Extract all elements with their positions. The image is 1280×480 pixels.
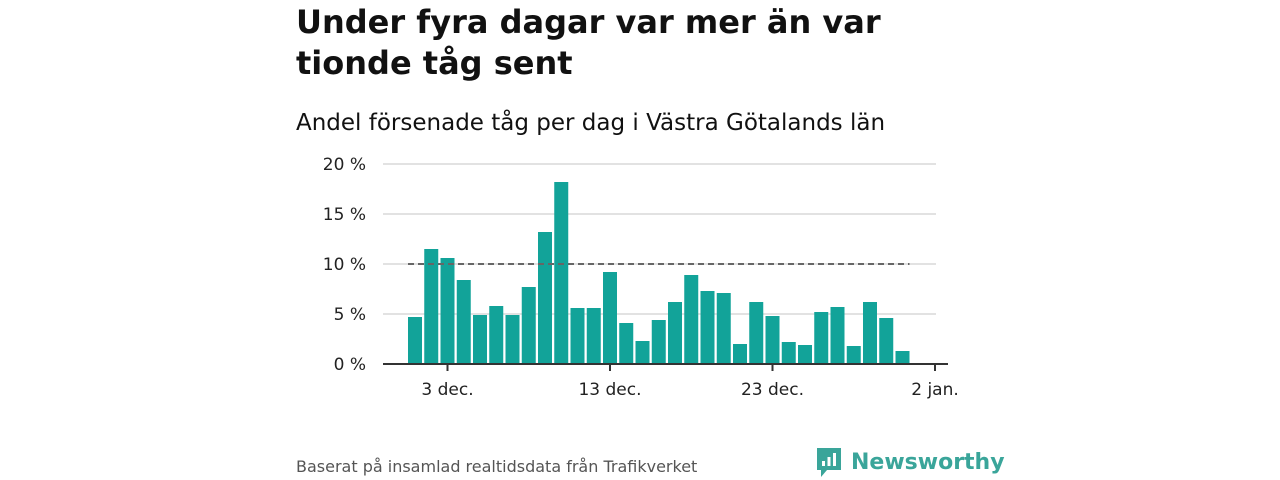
bar: [408, 317, 422, 364]
x-tick-label: 13 dec.: [578, 380, 641, 400]
bar: [814, 312, 829, 364]
bar: [424, 249, 439, 364]
y-tick-label: 15 %: [323, 205, 366, 225]
chart-title: Under fyra dagar var mer än var tionde t…: [296, 3, 881, 82]
bar: [830, 307, 845, 364]
bar: [570, 308, 585, 364]
bar: [554, 182, 569, 364]
y-tick-label: 0 %: [334, 355, 366, 375]
bar: [635, 341, 650, 364]
bar: [879, 318, 894, 364]
bar: [538, 232, 552, 364]
bar: [603, 272, 617, 364]
newsworthy-logo-icon: [817, 448, 841, 477]
x-tick-label: 3 dec.: [421, 380, 473, 400]
bar: [798, 345, 812, 364]
bar: [668, 302, 682, 364]
y-tick-labels: 0 % 5 % 10 % 15 % 20 %: [323, 155, 366, 375]
bar: [846, 346, 861, 364]
bar: [651, 320, 666, 364]
bar: [863, 302, 877, 364]
y-tick-label: 10 %: [323, 255, 366, 275]
x-tick-label: 23 dec.: [741, 380, 804, 400]
y-tick-label: 20 %: [323, 155, 366, 175]
bar: [716, 293, 731, 364]
bar: [765, 316, 780, 364]
source-note: Baserat på insamlad realtidsdata från Tr…: [296, 457, 698, 476]
bar: [586, 308, 601, 364]
chart-subtitle: Andel försenade tåg per dag i Västra Göt…: [296, 110, 886, 136]
bar-chart: 0 % 5 % 10 % 15 % 20 % 3 dec. 13 dec. 23 dec. 2…: [323, 155, 959, 400]
x-axis: [383, 363, 948, 371]
bar: [473, 315, 487, 364]
x-tick-labels: 3 dec. 13 dec. 23 dec. 2 jan.: [421, 380, 958, 400]
brand-name: Newsworthy: [851, 449, 1005, 475]
bar: [505, 315, 520, 364]
x-tick-label: 2 jan.: [911, 380, 959, 400]
bar: [733, 344, 747, 364]
bars: [408, 182, 910, 364]
brand-logo[interactable]: Newsworthy: [815, 446, 1005, 478]
bar: [456, 280, 471, 364]
bar: [700, 291, 715, 364]
y-tick-label: 5 %: [334, 305, 366, 325]
bar: [619, 323, 634, 364]
bar: [749, 302, 764, 364]
bar: [781, 342, 796, 364]
bar: [489, 306, 504, 364]
bar: [521, 287, 536, 364]
bar: [440, 258, 455, 364]
bar: [684, 275, 699, 364]
bar: [895, 351, 910, 364]
